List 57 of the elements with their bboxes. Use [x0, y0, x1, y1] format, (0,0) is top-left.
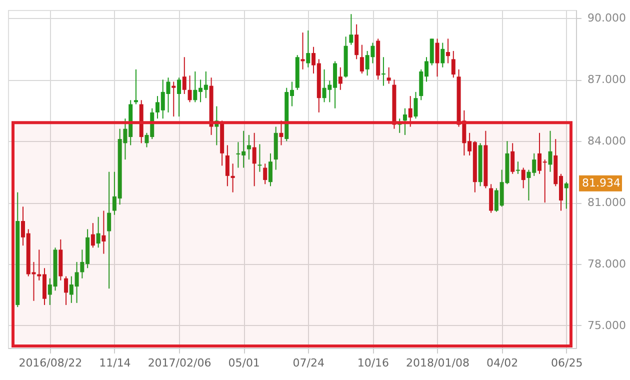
candlestick [188, 75, 192, 103]
candlestick [360, 44, 364, 74]
candlestick [107, 171, 112, 290]
candlestick [268, 152, 272, 187]
x-tick-label: 11/14 [99, 356, 131, 370]
candlestick [225, 144, 230, 187]
x-tick-label: 2017/02/06 [148, 356, 212, 370]
y-tick-label: 75.000 [588, 318, 626, 332]
candlestick [172, 81, 176, 118]
y-tick-label: 84.000 [588, 134, 626, 148]
candlestick [258, 144, 262, 172]
candlestick [398, 118, 402, 134]
y-tick-label: 81.000 [588, 196, 626, 210]
candlestick [230, 163, 235, 193]
candlestick [510, 142, 515, 174]
candlestick [516, 161, 520, 174]
candlestick [408, 96, 412, 128]
candlestick [548, 130, 552, 172]
y-tick-label: 87.000 [588, 73, 626, 86]
x-tick-label: 06/25 [551, 356, 583, 370]
candlestick [134, 68, 138, 105]
candlestick [381, 56, 386, 86]
candlestick [521, 167, 526, 189]
candlestick [489, 184, 494, 214]
candlestick [306, 30, 310, 68]
candlestick [440, 42, 445, 68]
x-tick-label: 10/16 [357, 356, 390, 370]
x-tick-label: 2016/08/22 [18, 356, 82, 370]
candlestick [182, 56, 186, 94]
candlestick [90, 222, 95, 248]
candlestick [214, 106, 219, 146]
candlestick [96, 216, 100, 248]
candlestick [252, 132, 256, 187]
candlestick [349, 14, 354, 46]
candlestick [435, 38, 440, 78]
candlestick [446, 38, 450, 64]
y-tick-label: 90.000 [588, 12, 626, 25]
x-tick-label: 04/02 [486, 356, 518, 370]
candlestick [263, 163, 268, 185]
candlestick [338, 66, 342, 90]
y-tick-label: 78.000 [588, 258, 626, 271]
candlestick [102, 210, 106, 254]
x-tick-label: 05/01 [228, 356, 260, 370]
candlestick [451, 50, 456, 78]
candlestick [414, 91, 418, 120]
text: 81.934 [582, 176, 620, 190]
candlestick [354, 24, 359, 60]
candlestick [177, 77, 182, 118]
candlestick [64, 276, 68, 306]
candlestick [279, 120, 284, 146]
x-tick-label: 2018/01/08 [406, 356, 470, 370]
candlestick [300, 32, 305, 70]
candlestick [402, 108, 407, 136]
candlestick [386, 66, 391, 84]
candlestick [246, 134, 251, 160]
x-tick-label: 07/24 [292, 356, 324, 370]
candlestick [564, 182, 568, 210]
